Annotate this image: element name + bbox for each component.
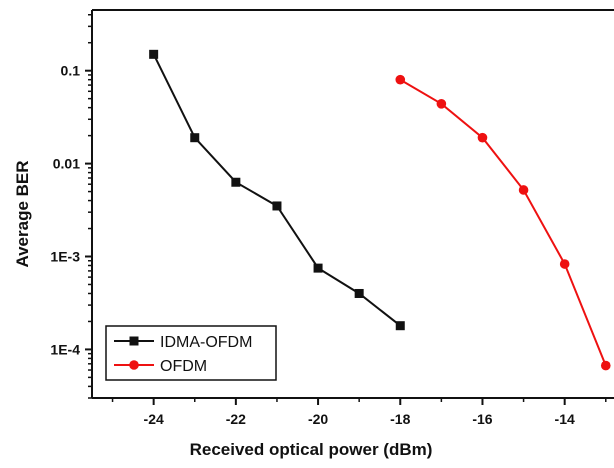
data-point	[354, 288, 364, 298]
y-tick-label: 0.01	[53, 156, 80, 172]
legend-marker	[129, 336, 139, 346]
legend-box	[105, 325, 277, 381]
data-point	[436, 99, 447, 109]
legend: IDMA-OFDM OFDM	[105, 325, 277, 381]
legend-marker	[129, 360, 139, 370]
legend-item: OFDM	[114, 358, 207, 375]
x-tick-label: -16	[472, 411, 492, 427]
series-1	[395, 74, 611, 371]
y-axis-title: Average BER	[13, 160, 32, 267]
data-point	[559, 259, 570, 269]
x-tick-label: -18	[390, 411, 410, 427]
legend-label: IDMA-OFDM	[160, 334, 252, 351]
data-point	[313, 263, 323, 273]
data-point	[395, 74, 406, 85]
legend-label: OFDM	[160, 358, 207, 375]
x-tick-label: -24	[144, 411, 164, 427]
y-tick-label: 1E-3	[50, 249, 80, 265]
x-axis-title: Received optical power (dBm)	[190, 440, 433, 459]
series-line	[152, 53, 401, 327]
x-tick-label: -20	[308, 411, 328, 427]
x-tick-label: -14	[555, 411, 575, 427]
series-layer	[149, 49, 611, 371]
data-point	[518, 185, 529, 195]
y-tick-label: 0.1	[61, 63, 81, 79]
data-point	[395, 321, 405, 331]
series-0	[149, 49, 405, 331]
data-point	[600, 360, 611, 371]
x-tick-label: -22	[226, 411, 246, 427]
data-point	[149, 49, 159, 59]
y-tick-label: 1E-4	[50, 341, 80, 357]
data-point	[231, 177, 241, 187]
series-line	[399, 78, 607, 366]
data-point	[190, 133, 200, 143]
data-point	[272, 201, 282, 211]
axis-ticks: -24 -22 -20 -18 -16 -14 0.1 0.01 1E-3 1E-4	[50, 14, 607, 427]
data-point	[477, 132, 488, 143]
legend-item: IDMA-OFDM	[114, 334, 252, 351]
